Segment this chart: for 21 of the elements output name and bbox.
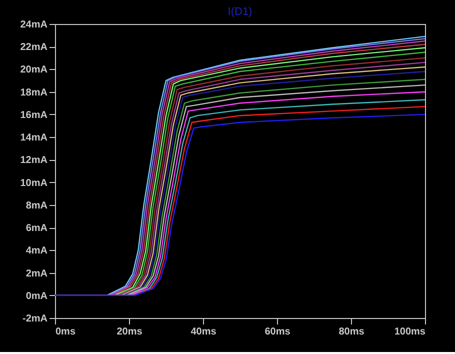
y-tick-label: 22mA	[20, 42, 48, 54]
y-tick-label: 16mA	[20, 110, 48, 121]
y-tick-label: 2mA	[26, 268, 48, 280]
x-tick-label: 40ms	[190, 326, 217, 338]
y-tick-label: -2mA	[22, 314, 48, 324]
y-tick-label: 18mA	[20, 87, 48, 98]
x-tick-label: 60ms	[264, 326, 291, 338]
x-tick-label: 0ms	[56, 326, 76, 338]
y-tick-label: 8mA	[26, 200, 48, 212]
y-tick-label: 0mA	[26, 290, 48, 302]
y-tick-label: 20mA	[20, 64, 48, 76]
y-tick-label: 10mA	[20, 178, 48, 189]
y-tick-label: 4mA	[26, 246, 48, 257]
x-tick-label: 20ms	[116, 326, 143, 338]
y-tick-label: 24mA	[20, 20, 48, 30]
chart-title: I(D1)	[228, 6, 252, 18]
x-tick-label: 80ms	[338, 326, 365, 338]
y-tick-label: 12mA	[20, 155, 48, 166]
y-tick-label: 14mA	[20, 132, 48, 144]
x-tick-label: 100ms	[394, 326, 426, 338]
y-tick-label: 6mA	[26, 223, 48, 234]
